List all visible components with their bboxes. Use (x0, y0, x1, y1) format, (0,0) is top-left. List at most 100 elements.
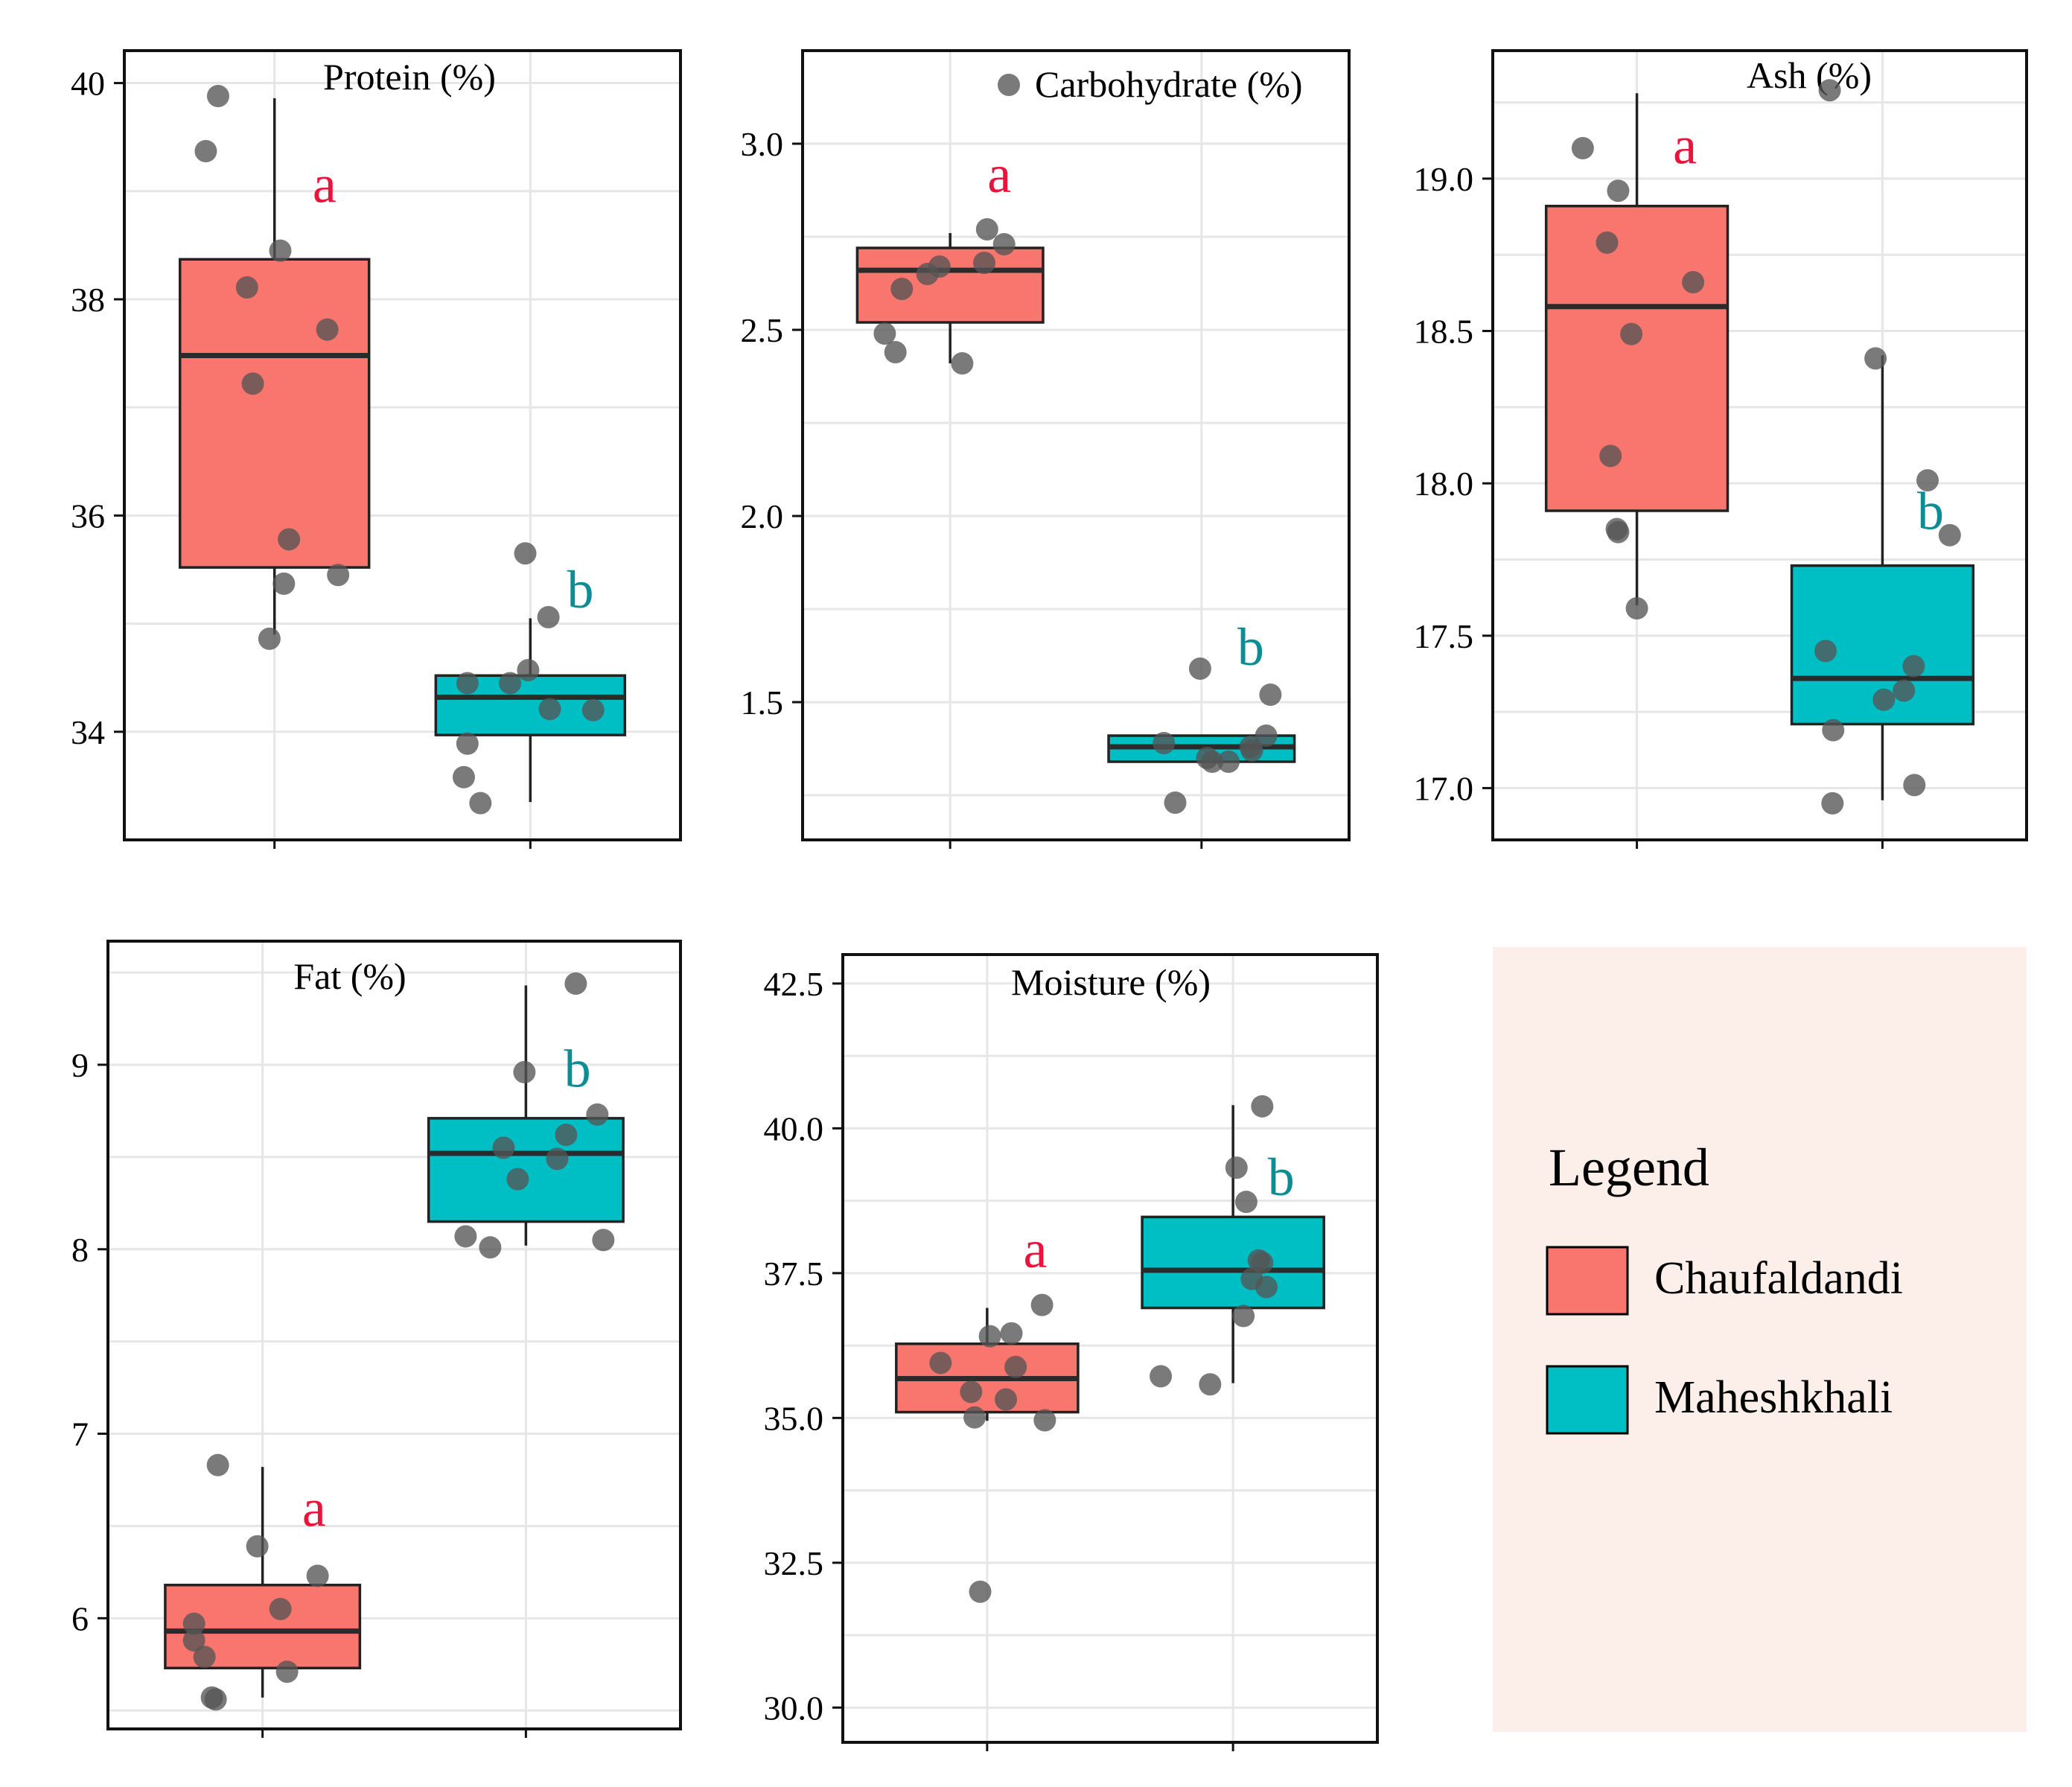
data-point (1571, 136, 1594, 159)
data-point (275, 1660, 299, 1684)
data-point (564, 972, 587, 995)
y-tick-label: 40.0 (764, 1109, 824, 1147)
data-point (1217, 751, 1240, 773)
y-tick-label: 7 (71, 1415, 89, 1453)
data-point (1000, 1322, 1023, 1345)
data-point (992, 233, 1016, 255)
box-iqr (1544, 204, 1730, 512)
data-point (1821, 791, 1844, 815)
panel-moisture: Moisture (%) 30.0 32.5 35.0 37.5 40.0 42.5 a b (764, 953, 1379, 1751)
significance-letter: a (302, 1478, 326, 1538)
box-chaufaldandi: a (1544, 93, 1730, 619)
panel-carbohydrate: Carbohydrate (%) 1.5 2.0 2.5 3.0 a b (741, 49, 1351, 849)
data-point (1938, 523, 1961, 547)
y-tick-label: 32.5 (764, 1544, 824, 1582)
data-point (1893, 679, 1916, 702)
data-point (1030, 1293, 1053, 1316)
box-maheshkhali: b (1141, 1095, 1325, 1396)
panel-moisture-frame (841, 953, 1379, 1744)
significance-letter: b (1917, 482, 1944, 541)
panel-ash-title: Ash (%) (1747, 54, 1872, 96)
data-point (204, 1688, 227, 1711)
data-point (1903, 774, 1926, 797)
y-tick-label: 8 (71, 1231, 89, 1269)
panel-protein-frame (123, 49, 682, 841)
significance-letter: a (987, 144, 1011, 204)
data-point (452, 765, 475, 789)
legend-label-chaufaldandi: Chaufaldandi (1654, 1253, 1903, 1304)
data-point (1251, 1095, 1274, 1118)
y-tick-label: 38 (71, 281, 105, 319)
data-point (206, 84, 229, 107)
box-iqr (427, 1117, 625, 1223)
y-tick-label: 36 (71, 497, 105, 535)
data-point (258, 627, 281, 650)
data-point (241, 372, 264, 395)
data-point (1150, 1365, 1173, 1388)
panel-fat-title: Fat (%) (293, 955, 406, 997)
data-point (1599, 445, 1622, 468)
panel-ash: Ash (%) 17.0 17.5 18.0 18.5 19.0 a b (1414, 49, 2028, 849)
significance-letter: b (567, 560, 594, 619)
data-point (513, 1060, 536, 1083)
significance-letter: b (564, 1039, 591, 1099)
data-point (246, 1535, 269, 1558)
data-point (960, 1380, 983, 1404)
data-point (456, 732, 479, 755)
data-point (1153, 732, 1176, 754)
panel-protein-title: Protein (%) (323, 56, 496, 98)
data-point (454, 1225, 477, 1248)
y-tick-label: 40 (71, 65, 105, 103)
data-point (555, 1124, 578, 1147)
y-tick-label: 35.0 (764, 1399, 824, 1437)
data-point (269, 1597, 292, 1620)
box-chaufaldandi: a (895, 1220, 1080, 1603)
data-point (206, 1453, 229, 1477)
data-point (182, 1612, 205, 1635)
data-point (327, 564, 350, 587)
box-maheshkhali: b (434, 542, 627, 815)
data-point (972, 252, 995, 274)
data-point (929, 1351, 952, 1375)
legend-swatch-chaufaldandi (1546, 1246, 1629, 1316)
data-point (1225, 1156, 1248, 1179)
panel-fat-grid (108, 941, 680, 1729)
data-point (884, 341, 907, 363)
legend-panel: Legend Chaufaldandi Maheshkhali (1493, 947, 2027, 1732)
y-tick-label: 42.5 (764, 965, 824, 1003)
y-tick-label: 1.5 (741, 684, 784, 722)
data-point (1864, 347, 1887, 370)
data-point (1255, 724, 1278, 747)
legend-swatch-maheshkhali (1546, 1365, 1629, 1435)
data-point (1199, 1373, 1222, 1396)
data-point (306, 1564, 329, 1587)
data-point (995, 1388, 1018, 1411)
box-iqr (1141, 1215, 1325, 1310)
data-point (1234, 1191, 1257, 1214)
data-point (1596, 231, 1619, 254)
box-iqr (855, 246, 1045, 324)
data-point (194, 140, 217, 163)
box-chaufaldandi: a (164, 1453, 362, 1711)
data-point (1682, 271, 1705, 294)
data-point (479, 1236, 502, 1259)
panel-carbohydrate-frame (801, 49, 1351, 841)
y-tick-label: 34 (71, 713, 105, 751)
data-point (963, 1406, 986, 1429)
data-point (1620, 322, 1643, 345)
data-point (581, 698, 605, 722)
significance-letter: b (1268, 1147, 1295, 1207)
y-tick-label: 37.5 (764, 1255, 824, 1293)
y-tick-label: 2.0 (741, 497, 784, 535)
legend-label-maheshkhali: Maheshkhali (1654, 1372, 1893, 1423)
title-dot-icon (998, 74, 1020, 96)
data-point (506, 1168, 529, 1191)
data-point (916, 263, 939, 285)
data-point (1255, 1275, 1278, 1299)
data-point (1818, 79, 1841, 102)
data-point (1251, 1251, 1274, 1274)
data-point (951, 352, 974, 375)
data-point (1814, 640, 1837, 663)
y-tick-label: 6 (71, 1599, 89, 1637)
